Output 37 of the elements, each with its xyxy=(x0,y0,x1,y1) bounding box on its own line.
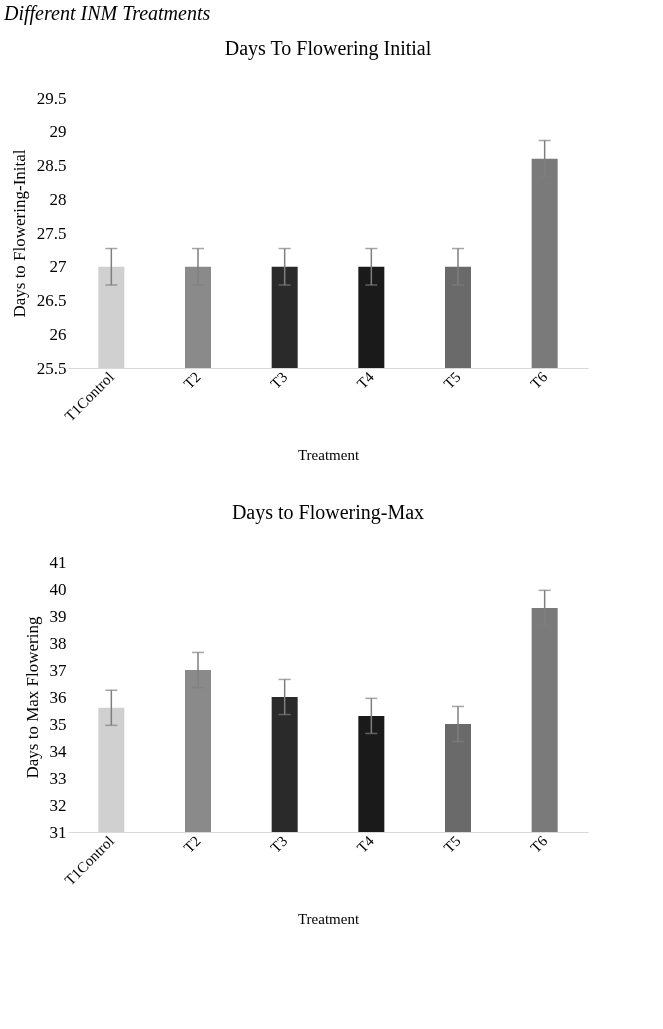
y-tick-label: 40 xyxy=(49,579,67,599)
y-tick-label: 29.5 xyxy=(36,88,67,108)
y-tick-label: 36 xyxy=(49,687,67,707)
y-tick-label: 38 xyxy=(49,633,67,653)
y-tick-label: 26 xyxy=(49,324,67,344)
y-axis-title: Days to Flowering-Inital xyxy=(9,149,29,318)
y-tick-label: 28.5 xyxy=(36,156,67,175)
y-tick-label: 28 xyxy=(49,189,67,209)
y-tick-label: 27.5 xyxy=(36,223,67,243)
y-tick-label: 35 xyxy=(49,714,67,734)
y-tick-label: 37 xyxy=(49,660,67,680)
text: Different INM Treatments xyxy=(3,1,212,27)
x-tick-label: T3 xyxy=(267,368,291,392)
x-tick-label: T4 xyxy=(353,832,378,856)
x-tick-label: T4 xyxy=(353,368,378,392)
y-tick-label: 32 xyxy=(49,795,67,815)
x-tick-label: T3 xyxy=(267,832,291,856)
y-axis-title: Days to Max Flowering xyxy=(22,616,42,779)
x-tick-label: T6 xyxy=(527,832,551,856)
x-tick-label: T2 xyxy=(180,832,204,856)
y-tick-label: 33 xyxy=(49,768,67,788)
x-axis-title: Treatment xyxy=(297,911,360,928)
chart-title: Days to Flowering-Max xyxy=(231,501,425,524)
y-tick-label: 34 xyxy=(49,741,67,761)
y-tick-label: 26.5 xyxy=(36,291,67,310)
x-tick-label: T6 xyxy=(527,368,551,392)
y-tick-label: 39 xyxy=(49,606,67,626)
x-tick-label: T5 xyxy=(440,368,464,392)
y-tick-label: 41 xyxy=(49,552,67,572)
y-tick-label: 31 xyxy=(49,822,67,842)
y-tick-label: 29 xyxy=(49,122,67,142)
x-tick-label: T5 xyxy=(440,832,464,856)
x-axis-title: Treatment xyxy=(297,447,360,464)
y-tick-label: 25.5 xyxy=(36,358,67,378)
chart-title: Days To Flowering Initial xyxy=(224,37,432,60)
y-tick-label: 27 xyxy=(49,257,67,277)
x-tick-label: T2 xyxy=(180,368,204,392)
